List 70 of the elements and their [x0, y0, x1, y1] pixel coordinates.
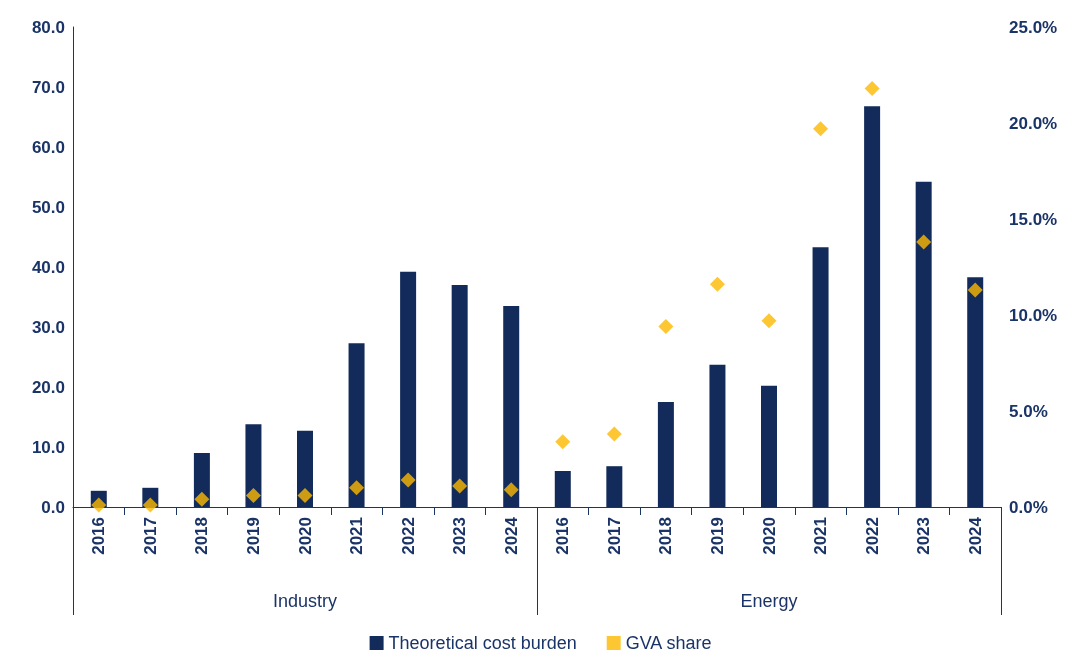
x-tick-label: 2020 [759, 517, 779, 555]
y2-tick-label: 15.0% [1009, 209, 1058, 229]
bar [915, 181, 932, 507]
y-tick-label: 70.0 [31, 77, 65, 97]
x-tick-label: 2023 [450, 517, 470, 555]
point [709, 276, 725, 292]
point [658, 319, 674, 335]
point [503, 482, 519, 498]
point [245, 487, 261, 503]
legend-label: Theoretical cost burden [388, 633, 577, 653]
bar [967, 277, 984, 507]
y-tick-label: 20.0 [31, 377, 65, 397]
point [606, 426, 622, 442]
point [400, 472, 416, 488]
y-tick-label: 0.0 [41, 497, 65, 517]
bar [503, 306, 520, 507]
point [142, 497, 158, 513]
x-tick-label: 2021 [811, 517, 831, 555]
x-tick-label: 2019 [243, 517, 263, 555]
point [761, 313, 777, 329]
y-tick-label: 60.0 [31, 137, 65, 157]
text: Industry [272, 591, 338, 611]
bar [606, 466, 623, 507]
y-tick-label: 40.0 [31, 257, 65, 277]
point [91, 497, 107, 513]
y2-tick-label: 0.0% [1009, 497, 1048, 517]
x-tick-label: 2024 [965, 516, 985, 555]
bar [245, 424, 262, 507]
point [916, 234, 932, 250]
x-tick-label: 2024 [501, 516, 521, 555]
y2-tick-label: 5.0% [1009, 401, 1048, 421]
bar [400, 271, 417, 507]
point [297, 487, 313, 503]
point [967, 282, 983, 298]
point [813, 121, 829, 137]
bar [554, 471, 571, 507]
bar [657, 402, 674, 507]
y-tick-label: 50.0 [31, 197, 65, 217]
legend-label: GVA share [625, 633, 712, 653]
x-tick-label: 2017 [140, 517, 160, 555]
bar [709, 364, 726, 507]
x-tick-label: 2018 [192, 517, 212, 555]
y2-tick-label: 20.0% [1009, 113, 1058, 133]
x-tick-label: 2023 [914, 517, 934, 555]
point [349, 480, 365, 496]
bar [451, 285, 468, 507]
x-tick-label: 2016 [553, 517, 573, 555]
point [864, 80, 880, 96]
point [452, 478, 468, 494]
point [555, 434, 571, 450]
x-tick-label: 2021 [347, 517, 367, 555]
x-tick-label: 2022 [398, 517, 418, 555]
text: Energy [740, 591, 798, 611]
y-tick-label: 30.0 [31, 317, 65, 337]
y-tick-label: 80.0 [31, 17, 65, 37]
bar [297, 430, 313, 507]
x-tick-label: 2017 [604, 517, 624, 555]
x-tick-label: 2018 [656, 517, 676, 555]
point [194, 491, 210, 507]
x-tick-label: 2019 [707, 517, 727, 555]
bar [761, 385, 777, 507]
y-tick-label: 10.0 [31, 437, 65, 457]
bar [348, 343, 365, 507]
x-tick-label: 2022 [862, 517, 882, 555]
x-tick-label: 2016 [89, 517, 109, 555]
bar [812, 247, 829, 507]
y2-tick-label: 25.0% [1009, 17, 1058, 37]
y2-tick-label: 10.0% [1009, 305, 1058, 325]
bar [864, 106, 881, 507]
x-tick-label: 2020 [295, 517, 315, 555]
